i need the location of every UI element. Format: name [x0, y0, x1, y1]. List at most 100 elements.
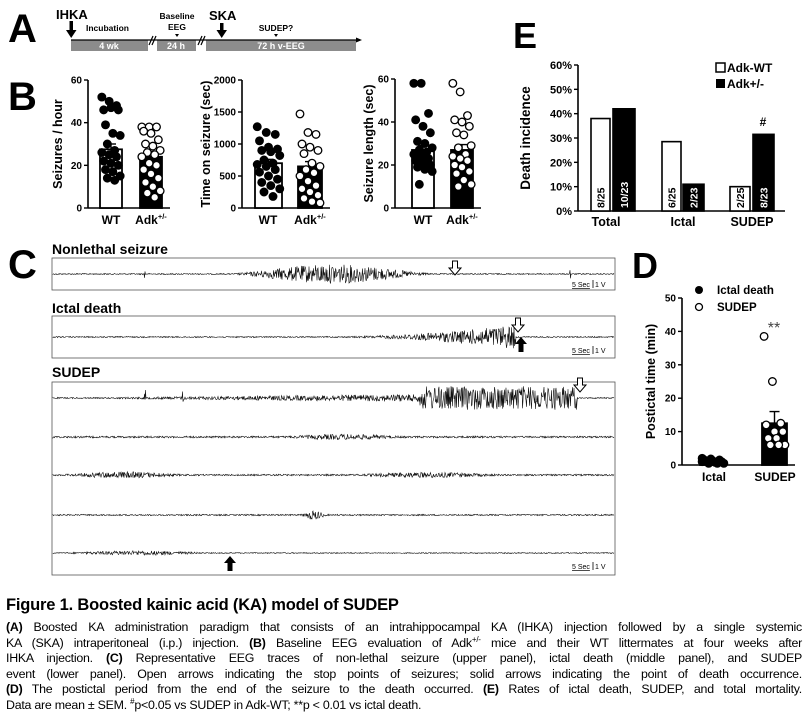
incubation-label: Incubation [86, 23, 129, 33]
eeg-label: EEG [168, 22, 186, 32]
data-point [106, 158, 116, 168]
x-tick-label: Total [592, 215, 621, 229]
data-point [464, 121, 474, 131]
legend-label: Ictal death [717, 285, 774, 297]
scale-bar-2: 5 Sec 1 V [572, 346, 606, 355]
caption-panel-ref: (B) [249, 635, 266, 650]
data-point [459, 130, 469, 140]
significance-marker: # [760, 115, 767, 129]
data-point [101, 120, 110, 130]
bar-count-label: 8/23 [759, 187, 771, 208]
data-point [148, 182, 158, 192]
y-tick-label: 2000 [214, 76, 237, 87]
seg-24h-label: 24 h [167, 41, 185, 51]
data-point [108, 128, 118, 138]
segment-vEEG [206, 40, 356, 51]
data-point [301, 165, 311, 175]
data-point [427, 166, 437, 176]
data-point [99, 105, 109, 115]
data-point [307, 158, 317, 168]
superscript: +/- [469, 212, 478, 221]
y-tick-label: 20% [550, 157, 572, 169]
ihka-arrow-icon [66, 21, 77, 38]
panel-label-a: A [8, 7, 37, 51]
data-point [413, 136, 422, 146]
data-point [146, 128, 156, 138]
bar-adk-het [752, 133, 775, 212]
legend-label: Adk-WT [727, 61, 773, 75]
legend-marker-filled [695, 286, 703, 294]
caption-text: Boosted KA administration paradigm that … [22, 620, 802, 634]
caption-text: mice and their WT littermates at four we… [480, 635, 802, 650]
data-point [268, 192, 278, 201]
data-point [142, 188, 152, 198]
superscript: # [130, 696, 135, 706]
data-point [315, 198, 325, 208]
eeg-trace-nonlethal [52, 264, 615, 284]
data-point [311, 129, 321, 139]
panel-label-c: C [8, 243, 37, 287]
superscript: +/- [317, 212, 326, 221]
bar-count-label: 8/25 [596, 187, 608, 208]
scale-sec-label: 5 Sec [572, 564, 590, 571]
data-point [101, 165, 110, 175]
baseline-label: Baseline [160, 11, 195, 21]
data-point [273, 174, 282, 184]
data-point [420, 139, 430, 148]
data-point [466, 179, 476, 189]
eeg-box-sudep [51, 381, 616, 576]
open-arrow-icon [572, 377, 588, 393]
scale-v-label: 1 V [595, 564, 606, 571]
caption-panel-ref: (D) [6, 682, 23, 697]
data-point [297, 139, 307, 149]
data-point [97, 148, 107, 157]
data-point [113, 105, 123, 115]
data-point [466, 141, 476, 151]
data-point [463, 156, 472, 166]
y-tick-label: 0 [670, 461, 676, 472]
data-point [144, 158, 154, 168]
data-point [252, 160, 262, 169]
data-point [459, 175, 469, 185]
data-point [303, 128, 313, 137]
caption-panel-ref: (E) [483, 682, 499, 697]
y-tick-label: 10% [550, 182, 572, 194]
data-point [457, 162, 467, 172]
eeg-trace-sudep-4 [52, 510, 615, 520]
panel-label-e: E [513, 15, 537, 56]
data-point [448, 151, 458, 161]
x-tick-label: WT [102, 213, 121, 227]
y-tick-label: 30% [550, 133, 572, 145]
caption-panel-ref: (A) [6, 620, 23, 634]
seg-4wk-label: 4 wk [99, 41, 120, 51]
eeg-trace-sudep-1 [52, 386, 615, 410]
eeg-trace-ictal [52, 326, 615, 349]
data-point [266, 147, 276, 157]
y-tick-label: 60 [378, 75, 390, 86]
data-point [712, 458, 722, 468]
data-point [97, 92, 107, 102]
bar-adk-het [682, 183, 705, 212]
bar-count-label: 2/25 [735, 187, 747, 208]
data-point [453, 182, 463, 191]
data-point [104, 150, 114, 160]
break-marks [148, 35, 206, 46]
y-tick-label: 30 [665, 360, 677, 371]
bar-adk-wt [661, 140, 682, 212]
eeg-box-nonlethal [51, 257, 616, 291]
data-point [309, 168, 319, 178]
data-point [409, 78, 419, 88]
caption-body: (A) Boosted KA administration paradigm t… [6, 620, 802, 714]
y-tick-label: 0 [76, 204, 82, 215]
data-point [106, 103, 116, 113]
data-point [776, 418, 786, 428]
data-point [150, 150, 160, 160]
segment-incubation [71, 40, 148, 51]
data-point [102, 139, 112, 149]
figure-caption: Figure 1. Boosted kainic acid (KA) model… [6, 596, 802, 714]
y-tick-label: 1000 [214, 140, 237, 151]
data-point [259, 187, 269, 197]
data-point [295, 171, 305, 181]
chart-d: 0 10 20 30 40 50 Postictal time (min) Ictal SUDE… [644, 285, 796, 484]
